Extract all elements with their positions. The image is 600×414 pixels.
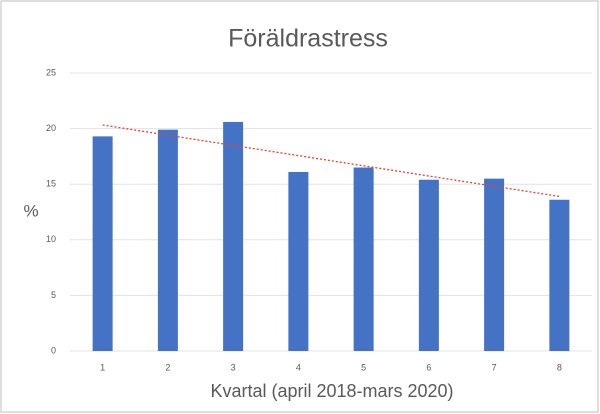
- bar: [418, 179, 439, 351]
- bar: [484, 178, 505, 351]
- bar: [288, 171, 309, 351]
- x-tick-label: 3: [231, 362, 236, 372]
- bar: [92, 136, 113, 351]
- x-tick-label: 1: [100, 362, 105, 372]
- bar: [157, 129, 178, 351]
- x-tick-label: 6: [426, 362, 431, 372]
- x-tick-label: 4: [296, 362, 301, 372]
- y-tick-label: 15: [46, 179, 56, 189]
- bar: [353, 167, 374, 351]
- bar: [223, 121, 244, 351]
- chart-title: Föräldrastress: [228, 25, 388, 53]
- x-axis-label: Kvartal (april 2018-mars 2020): [210, 381, 453, 401]
- x-tick-label: 5: [361, 362, 366, 372]
- y-axis-label: %: [23, 201, 38, 220]
- y-tick-label: 10: [46, 234, 56, 244]
- x-tick-label: 8: [557, 362, 562, 372]
- trendline: [102, 124, 560, 198]
- y-tick-label: 25: [46, 67, 56, 77]
- x-tick-label: 7: [492, 362, 497, 372]
- y-tick-label: 20: [46, 123, 56, 133]
- y-tick-label: 5: [51, 290, 56, 300]
- x-tick-label: 2: [165, 362, 170, 372]
- bar: [549, 199, 570, 351]
- y-tick-label: 0: [51, 345, 56, 355]
